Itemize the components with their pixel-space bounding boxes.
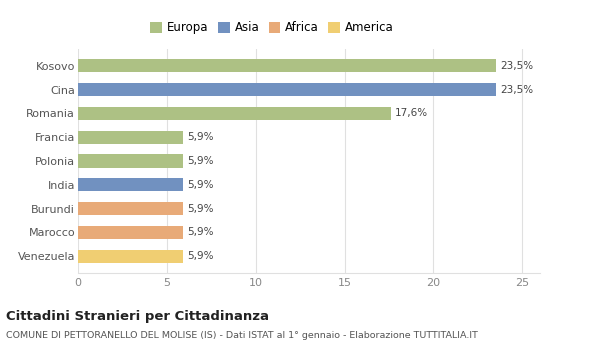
Bar	[78, 154, 183, 168]
Text: Cittadini Stranieri per Cittadinanza: Cittadini Stranieri per Cittadinanza	[6, 310, 269, 323]
Text: 5,9%: 5,9%	[187, 251, 214, 261]
Bar	[78, 107, 391, 120]
Text: 5,9%: 5,9%	[187, 204, 214, 214]
Bar	[78, 83, 496, 96]
Text: 5,9%: 5,9%	[187, 180, 214, 190]
Bar	[78, 59, 496, 72]
Text: 5,9%: 5,9%	[187, 228, 214, 237]
Bar	[78, 202, 183, 215]
Bar	[78, 178, 183, 191]
Bar	[78, 250, 183, 263]
Text: COMUNE DI PETTORANELLO DEL MOLISE (IS) - Dati ISTAT al 1° gennaio - Elaborazione: COMUNE DI PETTORANELLO DEL MOLISE (IS) -…	[6, 331, 478, 340]
Bar	[78, 226, 183, 239]
Text: 23,5%: 23,5%	[500, 61, 533, 71]
Text: 5,9%: 5,9%	[187, 156, 214, 166]
Text: 17,6%: 17,6%	[395, 108, 428, 118]
Legend: Europa, Asia, Africa, America: Europa, Asia, Africa, America	[148, 19, 396, 37]
Bar	[78, 131, 183, 144]
Text: 23,5%: 23,5%	[500, 85, 533, 95]
Text: 5,9%: 5,9%	[187, 132, 214, 142]
